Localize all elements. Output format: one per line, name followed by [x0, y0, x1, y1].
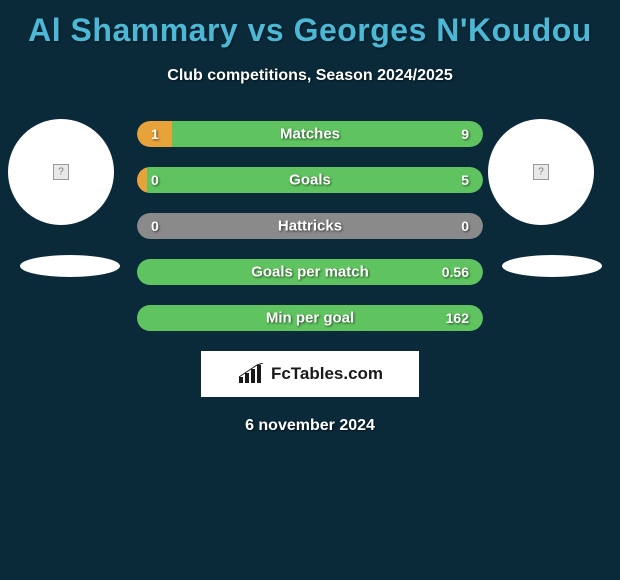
stat-value-right: 162: [446, 310, 469, 326]
stat-row: Min per goal162: [137, 305, 483, 331]
avatar-shadow-left: [20, 255, 120, 277]
stat-value-right: 9: [461, 126, 469, 142]
stat-row: Goals0 5: [137, 167, 483, 193]
stat-row: Matches1 9: [137, 121, 483, 147]
date-text: 6 november 2024: [0, 417, 620, 435]
stat-label: Goals per match: [137, 264, 483, 281]
stat-value-left: 0: [151, 218, 159, 234]
branding-text: FcTables.com: [271, 364, 383, 384]
stat-label: Hattricks: [137, 218, 483, 235]
placeholder-image-icon: [53, 164, 69, 180]
stat-row: Goals per match0.56: [137, 259, 483, 285]
player-left-avatar: [8, 119, 114, 225]
stat-value-left: 0: [151, 172, 159, 188]
stat-label: Min per goal: [137, 310, 483, 327]
subtitle: Club competitions, Season 2024/2025: [0, 67, 620, 85]
placeholder-image-icon: [533, 164, 549, 180]
stat-row: Hattricks0 0: [137, 213, 483, 239]
page-title: Al Shammary vs Georges N'Koudou: [0, 0, 620, 49]
stat-value-right: 0: [461, 218, 469, 234]
stat-bars: Matches19Goals05Hattricks00Goals per mat…: [137, 115, 483, 331]
bar-chart-icon: [237, 363, 265, 385]
stat-label: Matches: [137, 126, 483, 143]
stat-value-right: 0.56: [442, 264, 469, 280]
stat-value-right: 5: [461, 172, 469, 188]
avatar-shadow-right: [502, 255, 602, 277]
stat-value-left: 1: [151, 126, 159, 142]
stat-label: Goals: [137, 172, 483, 189]
comparison-content: Matches19Goals05Hattricks00Goals per mat…: [0, 115, 620, 435]
branding-badge: FcTables.com: [201, 351, 419, 397]
player-right-avatar: [488, 119, 594, 225]
